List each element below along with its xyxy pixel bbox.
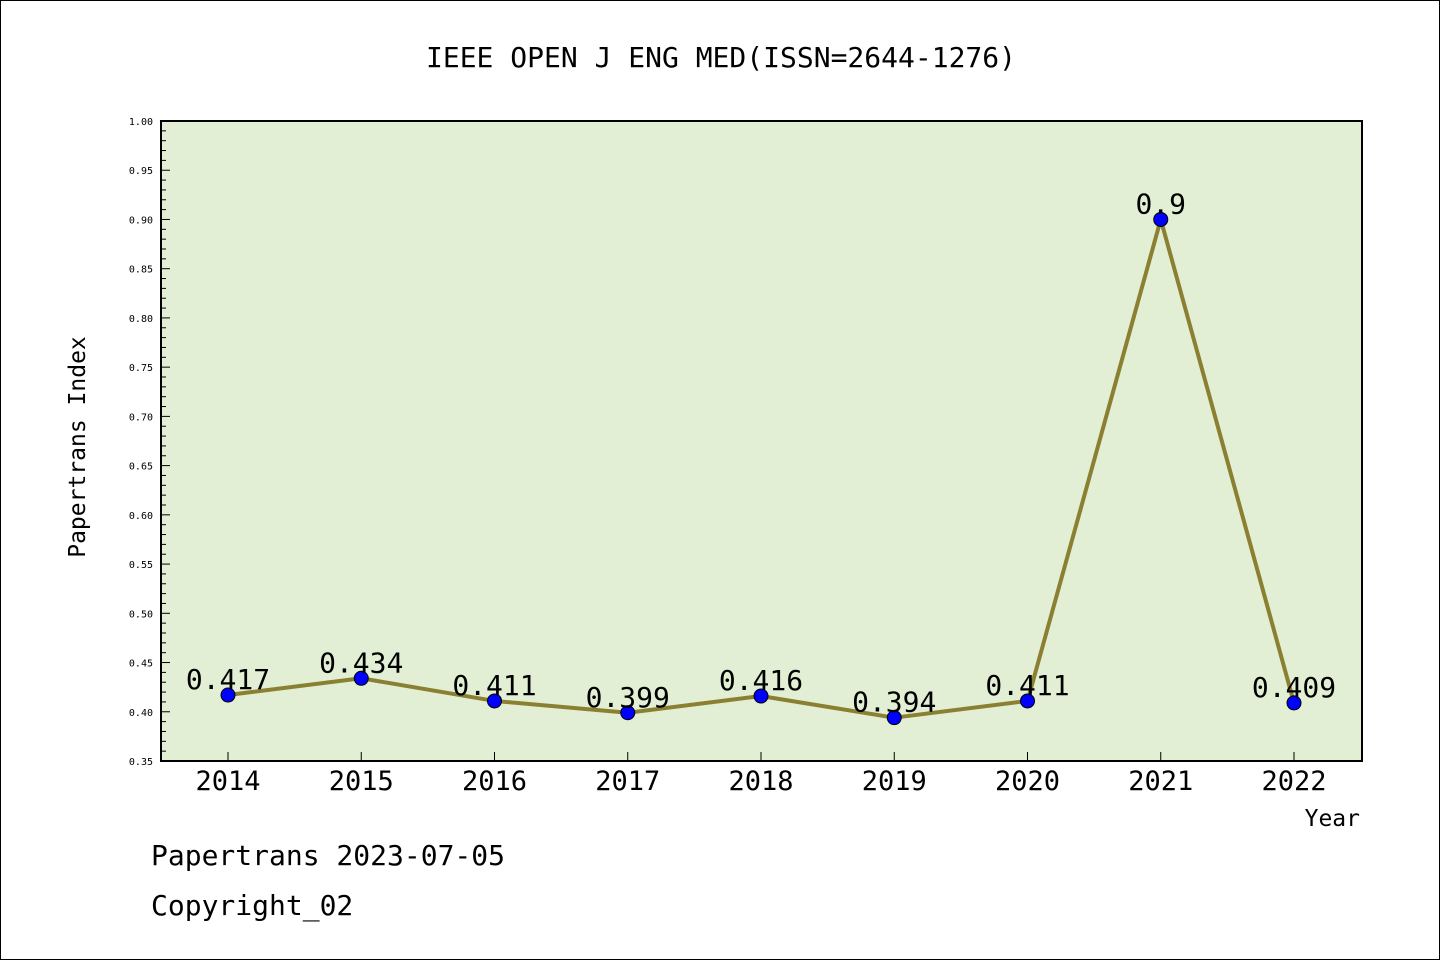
y-tick-label: 0.40 xyxy=(129,708,153,719)
data-label: 0.399 xyxy=(586,681,670,714)
y-tick-label: 1.00 xyxy=(129,117,153,128)
data-point xyxy=(353,670,369,686)
chart-title: IEEE OPEN J ENG MED(ISSN=2644-1276) xyxy=(426,41,1016,74)
plot-border xyxy=(160,120,1363,762)
data-point xyxy=(1153,211,1169,227)
data-point xyxy=(886,710,902,726)
x-tick-label: 2014 xyxy=(195,766,260,797)
footer-date: Papertrans 2023-07-05 xyxy=(151,839,505,872)
y-tick-label: 0.95 xyxy=(129,166,153,177)
y-tick-label: 0.50 xyxy=(129,609,153,620)
data-point xyxy=(753,688,769,704)
y-tick-label: 0.90 xyxy=(129,215,153,226)
data-point xyxy=(487,693,502,709)
data-label: 0.411 xyxy=(985,669,1069,702)
y-tick-label: 0.85 xyxy=(129,265,153,276)
data-label: 0.416 xyxy=(719,664,803,697)
series-markers xyxy=(220,211,1302,726)
data-point xyxy=(1286,695,1302,711)
x-axis: 2014 2015 2016 2017 2018 2019 2020 2021 2022 xyxy=(195,752,1327,797)
x-axis-label: Year xyxy=(1305,806,1360,832)
data-label: 0.411 xyxy=(452,669,536,702)
data-label: 0.394 xyxy=(852,686,936,719)
y-tick-label: 0.35 xyxy=(129,757,153,768)
y-tick-label: 0.45 xyxy=(129,659,153,670)
x-tick-label: 2022 xyxy=(1261,766,1326,797)
x-tick-label: 2019 xyxy=(862,766,927,797)
data-point xyxy=(1020,693,1035,709)
y-tick-label: 0.65 xyxy=(129,462,153,473)
y-tick-label: 0.75 xyxy=(129,363,153,374)
x-tick-label: 2020 xyxy=(995,766,1060,797)
data-point xyxy=(220,687,236,703)
x-tick-label: 2017 xyxy=(595,766,660,797)
x-tick-label: 2015 xyxy=(329,766,394,797)
y-tick-label: 0.55 xyxy=(129,560,153,571)
data-label: 0.417 xyxy=(186,663,270,696)
footer-copyright: Copyright_02 xyxy=(151,889,353,923)
data-point xyxy=(620,705,636,721)
data-label: 0.409 xyxy=(1252,671,1336,704)
x-tick-label: 2021 xyxy=(1128,766,1193,797)
y-tick-label: 0.60 xyxy=(129,511,153,522)
data-label: 0.434 xyxy=(319,646,403,679)
y-axis: 0.35 0.40 0.45 0.50 0.55 0.60 0.65 0.70 0.75 0.80… xyxy=(129,117,170,768)
y-axis-label: Papertrans Index xyxy=(65,336,91,558)
y-tick-label: 0.70 xyxy=(129,412,153,423)
x-tick-label: 2016 xyxy=(462,766,527,797)
y-tick-label: 0.80 xyxy=(129,314,153,325)
data-label: 0.9 xyxy=(1135,187,1186,220)
x-tick-label: 2018 xyxy=(728,766,793,797)
data-labels: 0.417 0.434 0.411 0.399 0.416 0.394 0.411 0.9 0.… xyxy=(186,187,1336,718)
